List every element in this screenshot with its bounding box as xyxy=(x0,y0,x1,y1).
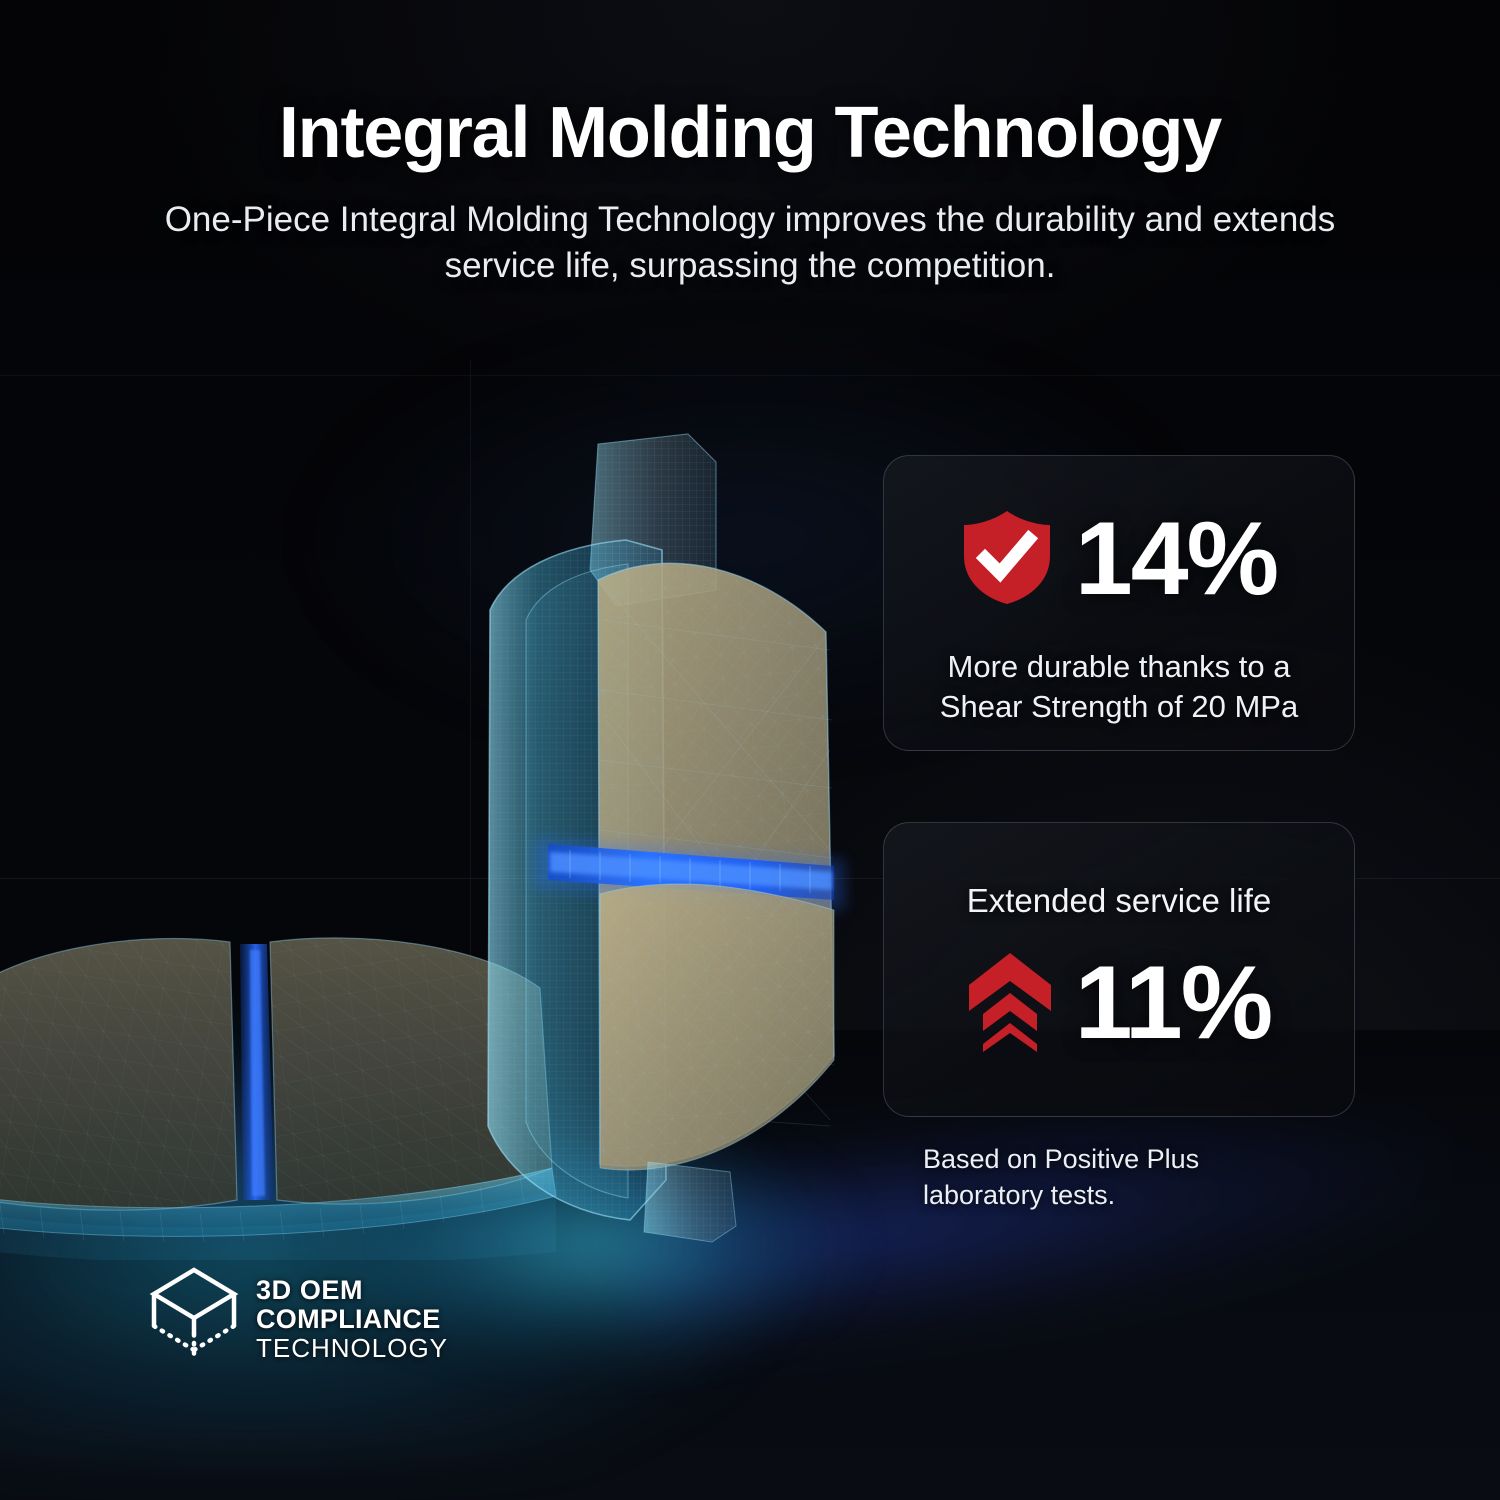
durability-stat-row: 14% xyxy=(884,500,1354,617)
durability-caption-line-2: Shear Strength of 20 MPa xyxy=(939,689,1299,725)
backdrop-panel-line-horizontal-upper xyxy=(0,375,1500,376)
brake-pad-upright xyxy=(430,420,900,1250)
brake-pad-flat xyxy=(0,900,560,1265)
page-title: Integral Molding Technology xyxy=(278,93,1222,173)
backdrop-panel-line-vertical xyxy=(470,360,471,1500)
header: Integral Molding Technology One-Piece In… xyxy=(0,96,1500,290)
logo-line-3: TECHNOLOGY xyxy=(256,1332,449,1363)
footnote: Based on Positive Plus laboratory tests. xyxy=(923,1142,1343,1214)
durability-caption-line-1: More durable thanks to a xyxy=(947,649,1291,684)
shield-check-icon xyxy=(961,508,1053,611)
durability-caption: More durable thanks to a Shear Strength … xyxy=(884,647,1354,728)
triple-chevron-up-icon xyxy=(967,951,1053,1058)
logo-line-2: COMPLIANCE xyxy=(256,1303,441,1334)
footnote-line-1: Based on Positive Plus xyxy=(923,1144,1200,1174)
logo-3d-oem-compliance-technology: 3D OEM COMPLIANCE TECHNOLOGY xyxy=(148,1264,448,1373)
stat-card-durability: 14% More durable thanks to a Shear Stren… xyxy=(883,455,1355,751)
logo-text: 3D OEM COMPLIANCE TECHNOLOGY xyxy=(256,1274,449,1363)
flat-pad-reflection xyxy=(0,1190,556,1265)
logo-line-1: 3D OEM xyxy=(256,1274,364,1305)
footnote-line-2: laboratory tests. xyxy=(923,1179,1116,1210)
service-life-label: Extended service life xyxy=(966,882,1272,919)
page-subtitle: One-Piece Integral Molding Technology im… xyxy=(164,199,1336,286)
stat-card-service-life: Extended service life 11% xyxy=(883,822,1355,1117)
service-life-value: 11% xyxy=(1074,945,1273,1062)
wireframe-cube-icon xyxy=(148,1264,240,1373)
service-life-stat-row: 11% xyxy=(884,951,1354,1058)
durability-value: 14% xyxy=(1074,500,1279,617)
